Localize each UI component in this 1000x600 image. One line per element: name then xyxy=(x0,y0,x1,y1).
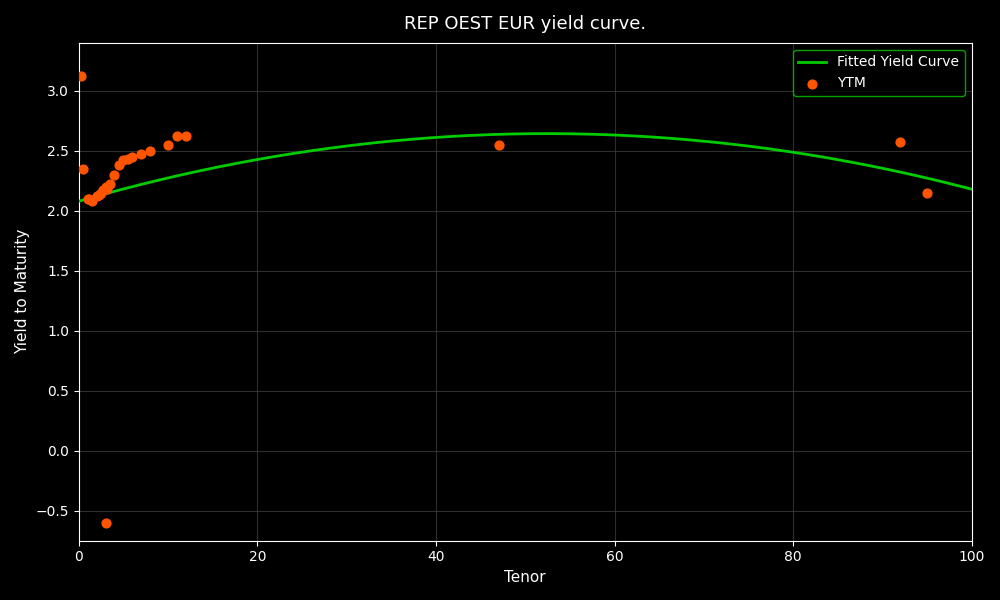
Fitted Yield Curve xyxy=(966,185,978,193)
Line: Fitted Yield Curve: Fitted Yield Curve xyxy=(79,134,972,201)
YTM xyxy=(169,131,185,141)
YTM xyxy=(178,131,194,141)
Fitted Yield Curve xyxy=(946,181,958,188)
YTM xyxy=(919,188,935,197)
YTM xyxy=(98,518,114,527)
YTM xyxy=(75,164,91,173)
YTM xyxy=(89,191,105,201)
YTM xyxy=(120,154,136,164)
YTM xyxy=(80,194,96,203)
YTM xyxy=(160,140,176,149)
YTM xyxy=(93,188,109,197)
YTM xyxy=(892,137,908,147)
YTM xyxy=(111,160,127,170)
X-axis label: Tenor: Tenor xyxy=(504,570,546,585)
Y-axis label: Yield to Maturity: Yield to Maturity xyxy=(15,229,30,355)
YTM xyxy=(99,184,115,194)
YTM xyxy=(91,190,107,200)
YTM xyxy=(142,146,158,155)
YTM xyxy=(115,155,131,165)
YTM xyxy=(98,182,114,191)
Fitted Yield Curve xyxy=(807,152,819,159)
Legend: Fitted Yield Curve, YTM: Fitted Yield Curve, YTM xyxy=(793,50,965,96)
YTM xyxy=(124,152,140,161)
YTM xyxy=(95,185,111,195)
Title: REP OEST EUR yield curve.: REP OEST EUR yield curve. xyxy=(404,15,646,33)
YTM xyxy=(73,71,89,81)
YTM xyxy=(106,170,122,179)
YTM xyxy=(84,196,100,206)
YTM xyxy=(133,149,149,159)
Fitted Yield Curve xyxy=(558,130,570,137)
YTM xyxy=(491,140,507,149)
Fitted Yield Curve xyxy=(542,130,554,137)
Fitted Yield Curve xyxy=(606,131,618,139)
YTM xyxy=(102,179,118,189)
YTM xyxy=(81,194,97,203)
Fitted Yield Curve xyxy=(502,130,514,137)
Fitted Yield Curve xyxy=(73,197,85,205)
Fitted Yield Curve xyxy=(497,131,509,138)
